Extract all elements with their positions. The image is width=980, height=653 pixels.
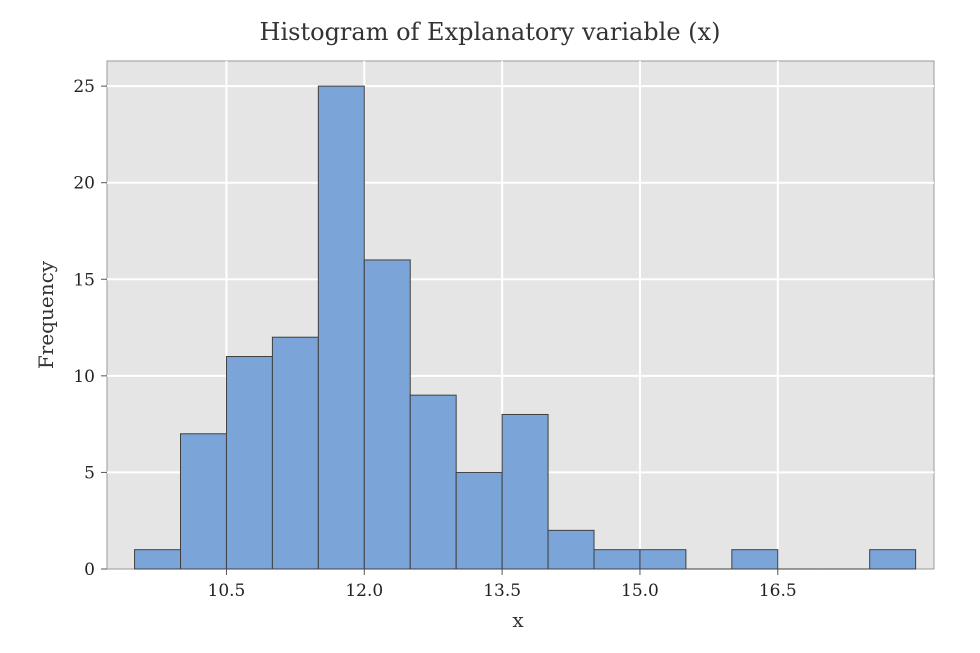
y-axis-label: Frequency xyxy=(34,260,58,369)
histogram-bar xyxy=(134,549,182,570)
x-axis-ticks: 10.5 12.0 13.5 15.0 16.5 xyxy=(208,569,797,601)
histogram-bar xyxy=(639,549,687,570)
x-tick-label: 12.0 xyxy=(345,581,383,601)
histogram-bar xyxy=(225,356,273,570)
y-tick-label: 20 xyxy=(73,174,95,194)
histogram-bar xyxy=(180,433,227,570)
histogram-bar xyxy=(363,259,411,570)
histogram-bar xyxy=(869,549,917,570)
y-tick-label: 25 xyxy=(73,77,95,97)
histogram-bar xyxy=(593,549,641,570)
histogram-bar xyxy=(409,394,457,570)
histogram-bar xyxy=(547,529,595,570)
x-tick-label: 16.5 xyxy=(759,581,797,601)
histogram-bar xyxy=(317,85,365,570)
y-tick-label: 5 xyxy=(84,463,95,483)
histogram-bar xyxy=(455,471,503,570)
histogram-bar xyxy=(731,549,779,570)
histogram-bar xyxy=(501,413,549,570)
y-tick-label: 10 xyxy=(73,367,95,387)
histogram-bar xyxy=(271,336,319,570)
x-tick-label: 15.0 xyxy=(621,581,659,601)
chart-title: Histogram of Explanatory variable (x) xyxy=(260,18,721,46)
x-axis-label: x xyxy=(512,608,524,632)
y-tick-label: 15 xyxy=(73,270,95,290)
x-tick-label: 10.5 xyxy=(208,581,246,601)
x-tick-label: 13.5 xyxy=(483,581,521,601)
y-tick-label: 0 xyxy=(84,560,95,580)
y-axis-ticks: 0 5 10 15 20 25 xyxy=(73,77,107,580)
bars xyxy=(134,85,917,570)
